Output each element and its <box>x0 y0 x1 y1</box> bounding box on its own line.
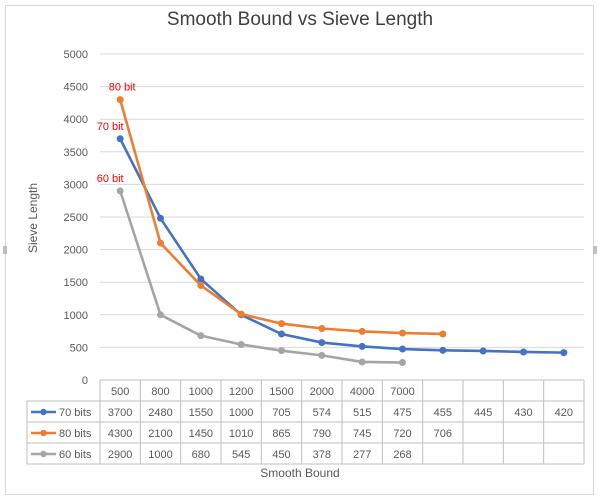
y-tick-label: 1500 <box>64 277 88 289</box>
legend-key-marker <box>40 408 47 416</box>
data-point <box>197 281 205 289</box>
legend-entry: 80 bits <box>59 428 92 440</box>
x-category-label: 500 <box>111 386 129 398</box>
table-cell-value: 2100 <box>148 428 172 440</box>
series-line <box>118 190 403 364</box>
resize-handle-right[interactable] <box>593 246 597 254</box>
data-point <box>157 214 164 222</box>
legend-entry: 60 bits <box>59 449 92 461</box>
point-annotation: 80 bit <box>109 82 136 94</box>
data-point <box>439 346 447 354</box>
table-cell-value: 720 <box>393 428 411 440</box>
data-point <box>399 345 406 353</box>
data-point <box>278 320 285 328</box>
data-point <box>157 311 164 319</box>
chart-title: Smooth Bound vs Sieve Length <box>166 9 434 30</box>
point-annotation: 70 bit <box>97 121 124 133</box>
table-cell-value: 378 <box>313 449 331 461</box>
data-point <box>197 275 205 283</box>
table-cell-value: 1550 <box>189 407 213 419</box>
table-cell-value: 2900 <box>108 449 132 461</box>
table-cell-value: 1450 <box>189 428 213 440</box>
table-cell-value: 455 <box>434 407 452 419</box>
data-point <box>318 324 326 332</box>
data-point <box>278 347 285 355</box>
y-tick-label: 500 <box>70 342 88 354</box>
table-cell-value: 790 <box>313 428 331 440</box>
series-line <box>119 138 564 354</box>
table-cell-value: 1000 <box>148 449 172 461</box>
table-cell-value: 745 <box>353 428 371 440</box>
data-point <box>318 351 326 359</box>
data-point <box>399 329 406 337</box>
legend-key-marker <box>40 429 47 437</box>
y-tick-label: 5000 <box>64 49 88 61</box>
data-point <box>439 330 447 338</box>
data-point <box>358 342 366 350</box>
legend-entry: 70 bits <box>59 407 92 419</box>
table-cell-value: 515 <box>353 407 371 419</box>
data-point <box>116 96 124 104</box>
table-cell-value: 865 <box>272 428 290 440</box>
table-cell-value: 420 <box>555 407 573 419</box>
x-category-label: 1500 <box>269 386 293 398</box>
legend-key-marker <box>40 450 47 458</box>
table-cell-value: 706 <box>434 428 452 440</box>
table-cell-value: 3700 <box>108 407 132 419</box>
table-cell-value: 680 <box>192 449 210 461</box>
data-point <box>278 330 285 338</box>
y-tick-label: 2000 <box>64 245 88 257</box>
data-point <box>237 310 245 318</box>
x-category-label: 7000 <box>390 386 414 398</box>
table-cell-value: 705 <box>272 407 290 419</box>
table-cell-value: 1000 <box>229 407 253 419</box>
data-point <box>318 339 326 347</box>
y-tick-label: 0 <box>82 375 88 387</box>
data-point <box>116 135 124 143</box>
table-cell-value: 445 <box>474 407 492 419</box>
table-cell-value: 1010 <box>229 428 253 440</box>
data-point <box>520 348 527 356</box>
point-annotation: 60 bit <box>97 173 124 185</box>
x-axis-title: Smooth Bound <box>260 466 340 480</box>
table-cell-value: 450 <box>272 449 290 461</box>
table-cell-value: 268 <box>393 449 411 461</box>
resize-handle-left[interactable] <box>3 246 7 254</box>
y-tick-label: 4000 <box>64 114 88 126</box>
table-cell-value: 4300 <box>108 428 132 440</box>
y-tick-label: 3500 <box>64 147 88 159</box>
table-cell-value: 2480 <box>148 407 172 419</box>
data-point <box>399 359 406 367</box>
table-cell-value: 545 <box>232 449 250 461</box>
y-tick-label: 4500 <box>64 82 88 94</box>
data-point <box>358 358 366 366</box>
x-category-label: 2000 <box>310 386 334 398</box>
y-tick-label: 2500 <box>64 212 88 224</box>
data-point <box>358 327 366 335</box>
data-point <box>479 347 487 355</box>
data-point <box>157 239 164 247</box>
data-point <box>560 349 568 357</box>
x-category-label: 1200 <box>229 386 253 398</box>
data-point <box>237 340 245 348</box>
y-tick-label: 3000 <box>64 179 88 191</box>
y-tick-label: 1000 <box>64 310 88 322</box>
table-cell-value: 277 <box>353 449 371 461</box>
table-cell-value: 574 <box>313 407 331 419</box>
x-category-label: 4000 <box>350 386 374 398</box>
data-point <box>197 332 205 340</box>
data-point <box>116 187 124 195</box>
x-category-label: 800 <box>151 386 169 398</box>
table-cell-value: 475 <box>393 407 411 419</box>
x-category-label: 1000 <box>189 386 213 398</box>
table-cell-value: 430 <box>514 407 532 419</box>
